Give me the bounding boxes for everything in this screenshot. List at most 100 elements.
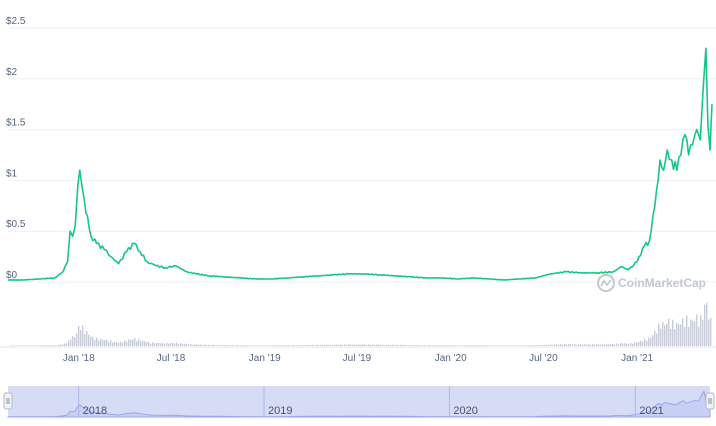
navigator-year-label: 2020 xyxy=(453,405,477,417)
volume-bar xyxy=(430,345,432,346)
volume-bar xyxy=(166,342,168,346)
volume-bar xyxy=(344,344,346,346)
volume-bar xyxy=(370,345,372,346)
volume-bar xyxy=(208,344,210,346)
volume-bar xyxy=(152,342,154,346)
volume-bar xyxy=(66,343,68,346)
volume-bar xyxy=(424,345,426,346)
volume-bar xyxy=(170,343,172,346)
volume-bar xyxy=(82,325,84,346)
volume-bar xyxy=(158,342,160,346)
volume-bar xyxy=(602,343,604,346)
volume-bar xyxy=(288,345,290,346)
volume-bar xyxy=(620,342,622,346)
navigator-selected-range[interactable] xyxy=(8,386,710,417)
volume-bar xyxy=(182,343,184,346)
range-navigator[interactable]: 2018 2019 2020 2021 xyxy=(3,386,715,418)
volume-bar xyxy=(698,326,700,346)
volume-bar xyxy=(326,344,328,346)
volume-bar xyxy=(250,345,252,346)
volume-bar xyxy=(526,345,528,346)
volume-bar xyxy=(192,344,194,346)
volume-bar xyxy=(180,343,182,346)
volume-bar xyxy=(630,343,632,346)
volume-bar xyxy=(626,343,628,346)
volume-bar xyxy=(216,345,218,346)
navigator-left-handle[interactable] xyxy=(3,392,13,410)
volume-bar xyxy=(88,334,90,346)
volume-bar xyxy=(690,319,692,346)
volume-bar xyxy=(710,317,712,346)
volume-bar xyxy=(26,345,28,346)
volume-bar xyxy=(478,345,480,346)
watermark-label: CoinMarketCap xyxy=(618,276,706,290)
volume-bar xyxy=(542,344,544,346)
volume-bar xyxy=(352,344,354,346)
volume-bar xyxy=(194,344,196,346)
volume-bar xyxy=(412,345,414,346)
volume-bar xyxy=(534,345,536,346)
volume-bar xyxy=(564,343,566,346)
volume-bar xyxy=(398,345,400,346)
volume-bar xyxy=(372,344,374,346)
volume-bar xyxy=(204,344,206,346)
volume-bar xyxy=(440,345,442,346)
volume-bar xyxy=(178,344,180,346)
volume-bar xyxy=(416,345,418,346)
volume-bar xyxy=(58,344,60,346)
volume-bar xyxy=(96,337,98,346)
volume-bar xyxy=(538,345,540,346)
volume-bar xyxy=(676,322,678,346)
volume-bar xyxy=(228,345,230,346)
volume-bar xyxy=(62,344,64,346)
volume-bar xyxy=(382,344,384,346)
volume-bar xyxy=(458,345,460,346)
volume-bar xyxy=(46,345,48,346)
x-tick-label: Jan '21 xyxy=(621,353,653,364)
volume-bar xyxy=(422,345,424,346)
navigator-right-handle[interactable] xyxy=(705,392,715,410)
volume-bar xyxy=(186,343,188,346)
volume-bar xyxy=(100,338,102,346)
volume-bar xyxy=(528,345,530,346)
volume-bar xyxy=(598,344,600,346)
volume-bar xyxy=(530,345,532,346)
volume-bar xyxy=(562,344,564,346)
volume-bar xyxy=(202,344,204,346)
volume-bar xyxy=(614,344,616,346)
volume-bar xyxy=(148,341,150,346)
volume-bar xyxy=(24,345,26,346)
volume-bar xyxy=(184,343,186,346)
volume-bar xyxy=(642,341,644,346)
volume-bar xyxy=(672,319,674,346)
volume-bar xyxy=(340,344,342,346)
volume-bar xyxy=(674,328,676,346)
volume-bar xyxy=(164,344,166,346)
volume-bar xyxy=(480,345,482,346)
volume-bar xyxy=(670,328,672,346)
volume-bar xyxy=(16,345,18,346)
volume-bar xyxy=(392,344,394,346)
volume-bar xyxy=(696,314,698,346)
volume-bar xyxy=(312,344,314,346)
volume-bar xyxy=(460,345,462,346)
volume-bar xyxy=(60,344,62,346)
volume-bar xyxy=(98,340,100,346)
volume-bar xyxy=(550,344,552,346)
volume-bar xyxy=(580,344,582,346)
volume-bar xyxy=(380,344,382,346)
volume-bar xyxy=(278,345,280,346)
volume-bar xyxy=(632,343,634,346)
volume-bar xyxy=(704,304,706,346)
volume-bar xyxy=(396,344,398,346)
volume-bar xyxy=(452,345,454,346)
volume-bar xyxy=(130,339,132,346)
volume-bar xyxy=(110,340,112,346)
x-tick-label: Jul '18 xyxy=(157,353,186,364)
price-series-line xyxy=(7,47,713,281)
x-tick-label: Jul '20 xyxy=(529,353,558,364)
volume-bar xyxy=(408,345,410,346)
volume-bar xyxy=(320,344,322,346)
volume-bar xyxy=(42,345,44,346)
